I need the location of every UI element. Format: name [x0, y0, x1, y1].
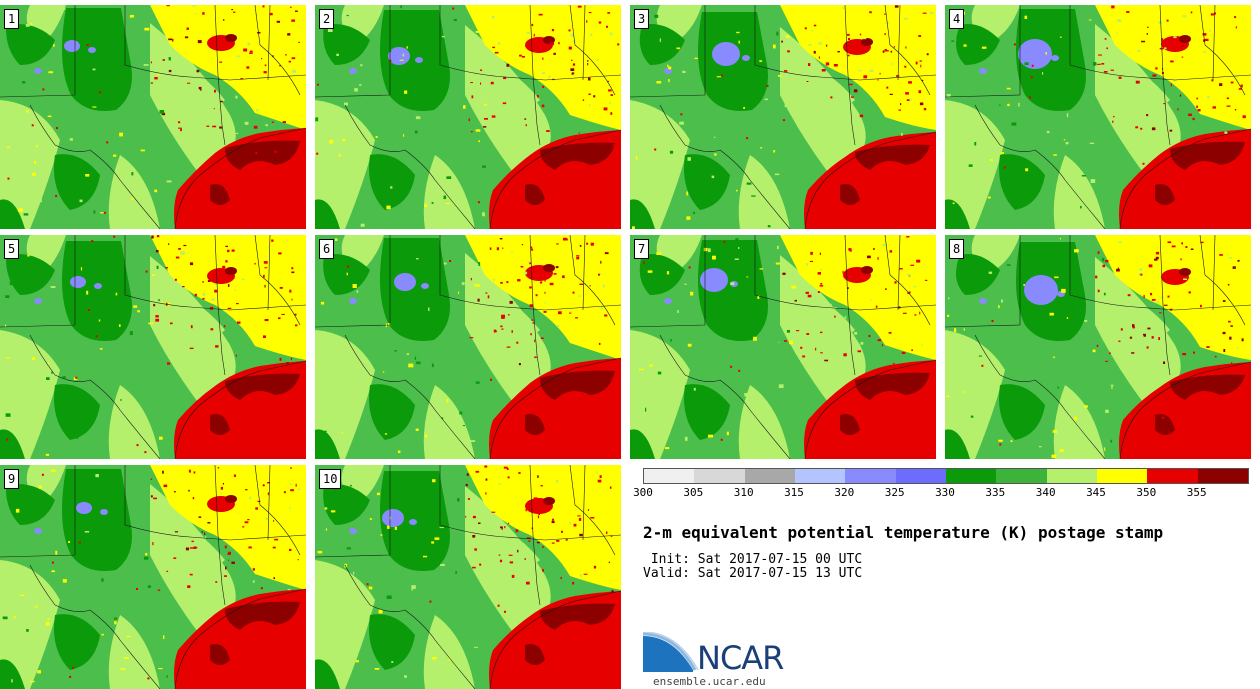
member-panel: 5: [0, 235, 306, 459]
member-map: [0, 465, 306, 689]
member-number-label: 6: [319, 239, 335, 259]
colorbar-segment: [996, 469, 1047, 483]
colorbar-tick-label: 330: [935, 486, 955, 499]
member-panel: 3: [630, 5, 936, 229]
member-number-label: 4: [949, 9, 965, 29]
member-number-label: 8: [949, 239, 965, 259]
member-map: [315, 235, 621, 459]
colorbar-tick-label: 350: [1136, 486, 1157, 499]
colorbar-tick-label: 320: [834, 486, 855, 499]
member-panel: 6: [315, 235, 621, 459]
member-number-label: 1: [4, 9, 20, 29]
colorbar-tick-labels: 300 305 310 315 320 325 330 335 340 345 350 355: [633, 486, 1247, 500]
member-panel: 7: [630, 235, 936, 459]
colorbar-segment: [644, 469, 695, 483]
member-map: [945, 5, 1251, 229]
member-panel: 2: [315, 5, 621, 229]
valid-time: Valid: Sat 2017-07-15 13 UTC: [643, 566, 863, 581]
colorbar-segment: [845, 469, 896, 483]
logo-url: ensemble.ucar.edu: [653, 675, 766, 688]
member-number-label: 5: [4, 239, 20, 259]
colorbar-segment: [744, 469, 795, 483]
plot-title: 2-m equivalent potential temperature (K)…: [643, 523, 1164, 542]
member-panel: 1: [0, 5, 306, 229]
colorbar-segment: [1096, 469, 1148, 483]
colorbar: [643, 468, 1249, 484]
member-panel: 9: [0, 465, 306, 689]
ncar-logo-icon: [643, 632, 699, 672]
member-map: [315, 465, 621, 689]
member-map: [630, 5, 936, 229]
member-panel: 8: [945, 235, 1251, 459]
colorbar-segment: [1147, 469, 1198, 483]
member-map: [945, 235, 1251, 459]
colorbar-segment: [1046, 469, 1097, 483]
colorbar-tick-label: 325: [884, 486, 905, 499]
colorbar-tick-label: 335: [985, 486, 1006, 499]
colorbar-tick-label: 355: [1186, 486, 1207, 499]
colorbar-segment: [895, 469, 946, 483]
colorbar-tick-label: 345: [1086, 486, 1106, 499]
member-number-label: 3: [634, 9, 650, 29]
colorbar-segment: [694, 469, 745, 483]
colorbar-segment: [1197, 469, 1248, 483]
member-number-label: 7: [634, 239, 650, 259]
ncar-logo-text: NCAR: [697, 639, 784, 677]
colorbar-tick-label: 300: [633, 486, 653, 499]
member-number-label: 9: [4, 469, 20, 489]
member-map: [0, 5, 306, 229]
colorbar-tick-label: 305: [683, 486, 704, 499]
member-map: [0, 235, 306, 459]
colorbar-tick-label: 340: [1035, 486, 1056, 499]
colorbar-tick-label: 310: [733, 486, 754, 499]
init-time: Init: Sat 2017-07-15 00 UTC: [643, 552, 863, 567]
colorbar-segment: [794, 469, 846, 483]
member-map: [630, 235, 936, 459]
member-map: [315, 5, 621, 229]
member-number-label: 2: [319, 9, 335, 29]
colorbar-segment: [945, 469, 997, 483]
member-number-label: 10: [319, 469, 342, 489]
member-panel: 10: [315, 465, 621, 689]
colorbar-tick-label: 315: [784, 486, 804, 499]
member-panel: 4: [945, 5, 1251, 229]
